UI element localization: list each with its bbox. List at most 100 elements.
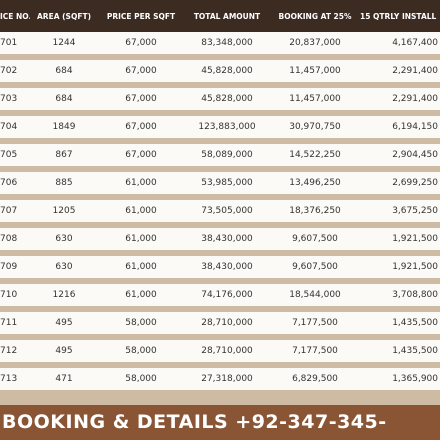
table-cell: 9,607,500 — [270, 253, 360, 284]
table-cell: 706 — [0, 169, 30, 200]
table-cell: 67,000 — [98, 32, 184, 60]
footer-banner: BOOKING & DETAILS +92-347-345- — [0, 405, 440, 440]
table-cell: 3,675,250 — [360, 197, 440, 228]
table-cell: 495 — [30, 309, 98, 340]
table-row: 706 885 61,000 53,985,000 13,496,250 2,699,25… — [0, 169, 440, 200]
table-cell: 61,000 — [98, 225, 184, 256]
table-cell: 495 — [30, 337, 98, 368]
table-cell: 704 — [0, 113, 30, 144]
table-cell: 27,318,000 — [184, 365, 270, 396]
table-cell: 74,176,000 — [184, 281, 270, 312]
table-cell: 83,348,000 — [184, 32, 270, 60]
table-cell: 18,544,000 — [270, 281, 360, 312]
table-cell: 703 — [0, 85, 30, 116]
table-body: 701 1244 67,000 83,348,000 20,837,000 4,167,4… — [0, 32, 440, 396]
table-cell: 708 — [0, 225, 30, 256]
header-cell: ICE NO. — [0, 0, 30, 32]
table-cell: 710 — [0, 281, 30, 312]
table-cell: 630 — [30, 253, 98, 284]
header-cell: AREA (SQFT) — [30, 0, 98, 32]
table-cell: 58,000 — [98, 309, 184, 340]
table-cell: 2,291,400 — [360, 57, 440, 88]
table-cell: 67,000 — [98, 113, 184, 144]
table-cell: 9,607,500 — [270, 225, 360, 256]
table-cell: 53,985,000 — [184, 169, 270, 200]
table-row: 702 684 67,000 45,828,000 11,457,000 2,291,40… — [0, 57, 440, 88]
table-cell: 45,828,000 — [184, 57, 270, 88]
table-cell: 885 — [30, 169, 98, 200]
table-cell: 73,505,000 — [184, 197, 270, 228]
table-cell: 38,430,000 — [184, 253, 270, 284]
table-cell: 13,496,250 — [270, 169, 360, 200]
table-cell: 28,710,000 — [184, 309, 270, 340]
table-cell: 705 — [0, 141, 30, 172]
table-cell: 1,921,500 — [360, 253, 440, 284]
table-cell: 709 — [0, 253, 30, 284]
table-cell: 1849 — [30, 113, 98, 144]
table-row: 710 1216 61,000 74,176,000 18,544,000 3,708,8… — [0, 281, 440, 312]
table-cell: 707 — [0, 197, 30, 228]
table-cell: 61,000 — [98, 169, 184, 200]
table-cell: 7,177,500 — [270, 309, 360, 340]
table-cell: 1,435,500 — [360, 337, 440, 368]
table-cell: 7,177,500 — [270, 337, 360, 368]
table-row: 709 630 61,000 38,430,000 9,607,500 1,921,500 — [0, 253, 440, 284]
table-cell: 28,710,000 — [184, 337, 270, 368]
table-cell: 713 — [0, 365, 30, 396]
table-cell: 6,194,150 — [360, 113, 440, 144]
table-cell: 58,000 — [98, 365, 184, 396]
table-row: 711 495 58,000 28,710,000 7,177,500 1,435,500 — [0, 309, 440, 340]
table-row: 712 495 58,000 28,710,000 7,177,500 1,435,500 — [0, 337, 440, 368]
table-cell: 58,089,000 — [184, 141, 270, 172]
table-cell: 18,376,250 — [270, 197, 360, 228]
header-cell: BOOKING AT 25% — [270, 0, 360, 32]
header-cell: PRICE PER SQFT — [98, 0, 184, 32]
table-cell: 11,457,000 — [270, 85, 360, 116]
table-row: 713 471 58,000 27,318,000 6,829,500 1,365,900 — [0, 365, 440, 396]
table-cell: 1,365,900 — [360, 365, 440, 396]
header-cell: TOTAL AMOUNT — [184, 0, 270, 32]
table-cell: 867 — [30, 141, 98, 172]
table-cell: 684 — [30, 85, 98, 116]
table-row: 707 1205 61,000 73,505,000 18,376,250 3,675,2… — [0, 197, 440, 228]
table-cell: 702 — [0, 57, 30, 88]
price-table: ICE NO. AREA (SQFT) PRICE PER SQFT TOTAL AM… — [0, 0, 440, 396]
table-row: 705 867 67,000 58,089,000 14,522,250 2,904,45… — [0, 141, 440, 172]
table-cell: 61,000 — [98, 281, 184, 312]
table-cell: 67,000 — [98, 57, 184, 88]
table-cell: 3,708,800 — [360, 281, 440, 312]
header-cell: 15 QTRLY INSTALL — [360, 0, 440, 32]
table-cell: 30,970,750 — [270, 113, 360, 144]
table-row: 708 630 61,000 38,430,000 9,607,500 1,921,500 — [0, 225, 440, 256]
table-cell: 61,000 — [98, 253, 184, 284]
table-cell: 1244 — [30, 32, 98, 60]
table-cell: 123,883,000 — [184, 113, 270, 144]
table-row: 704 1849 67,000 123,883,000 30,970,750 6,194,… — [0, 113, 440, 144]
table-cell: 45,828,000 — [184, 85, 270, 116]
table-cell: 58,000 — [98, 337, 184, 368]
table-cell: 61,000 — [98, 197, 184, 228]
table-cell: 2,699,250 — [360, 169, 440, 200]
table-cell: 20,837,000 — [270, 32, 360, 60]
table-cell: 67,000 — [98, 141, 184, 172]
table-cell: 2,904,450 — [360, 141, 440, 172]
table-cell: 701 — [0, 32, 30, 60]
table-cell: 1,921,500 — [360, 225, 440, 256]
table-cell: 1216 — [30, 281, 98, 312]
table-cell: 67,000 — [98, 85, 184, 116]
table-cell: 630 — [30, 225, 98, 256]
table-row: 703 684 67,000 45,828,000 11,457,000 2,291,40… — [0, 85, 440, 116]
table-cell: 712 — [0, 337, 30, 368]
table-cell: 6,829,500 — [270, 365, 360, 396]
table-row: 701 1244 67,000 83,348,000 20,837,000 4,167,4… — [0, 32, 440, 60]
header-row: ICE NO. AREA (SQFT) PRICE PER SQFT TOTAL AM… — [0, 0, 440, 32]
table-cell: 2,291,400 — [360, 85, 440, 116]
table-cell: 11,457,000 — [270, 57, 360, 88]
table-cell: 1,435,500 — [360, 309, 440, 340]
table-cell: 4,167,400 — [360, 32, 440, 60]
table-cell: 711 — [0, 309, 30, 340]
table-cell: 684 — [30, 57, 98, 88]
table-cell: 1205 — [30, 197, 98, 228]
table-cell: 14,522,250 — [270, 141, 360, 172]
